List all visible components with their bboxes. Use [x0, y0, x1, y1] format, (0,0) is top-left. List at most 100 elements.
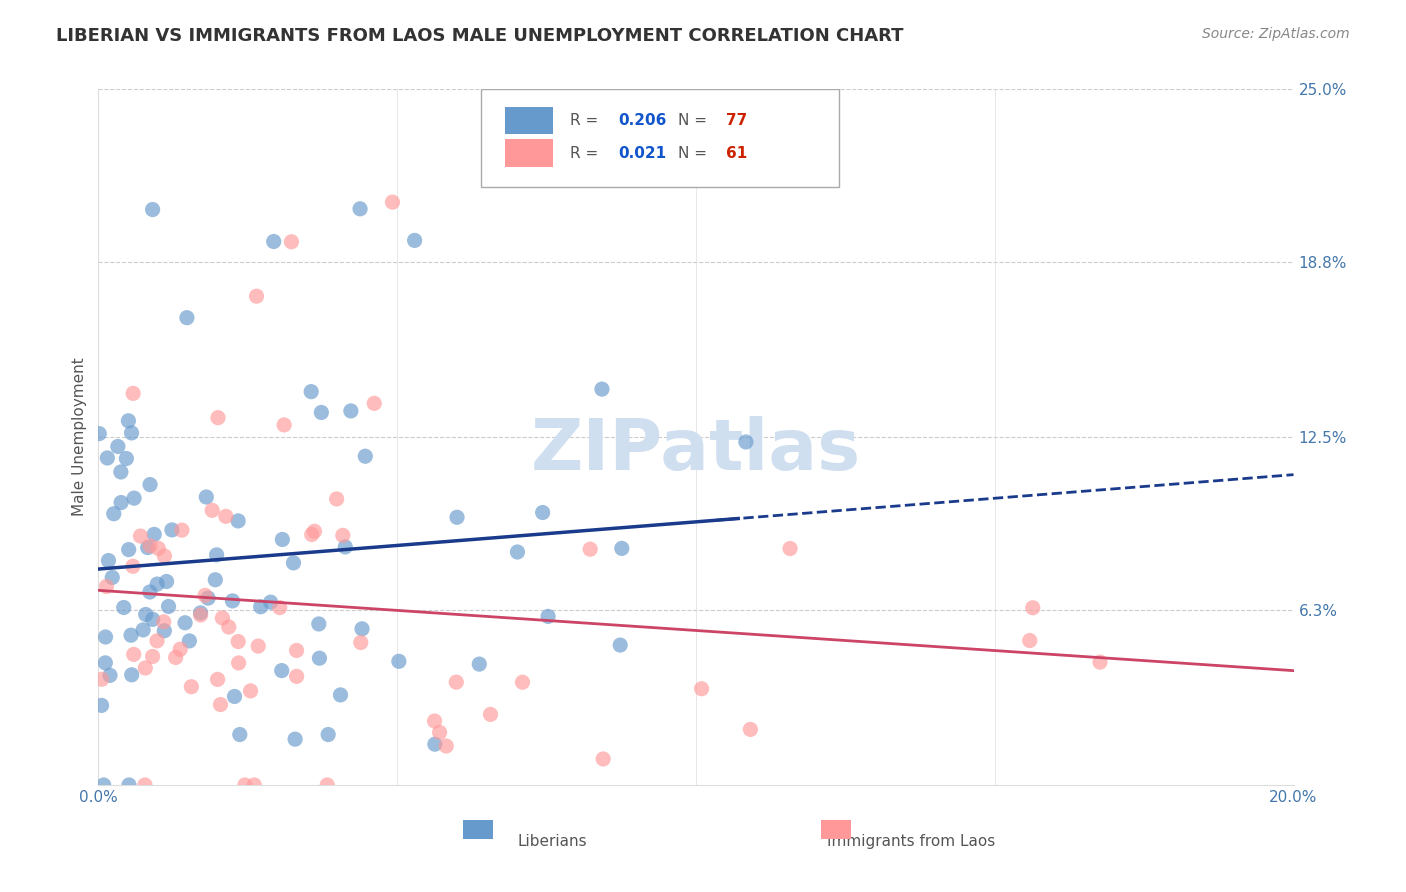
- Point: [506, 545, 529, 559]
- Point: [152, 615, 174, 629]
- Point: [98, 668, 121, 682]
- Point: [115, 451, 138, 466]
- Point: [194, 589, 217, 603]
- Point: [180, 680, 202, 694]
- Point: [103, 507, 125, 521]
- Text: R =: R =: [571, 145, 603, 161]
- Point: [129, 529, 152, 543]
- Point: [221, 594, 243, 608]
- Point: [110, 465, 132, 479]
- Point: [122, 386, 145, 401]
- Point: [89, 426, 111, 441]
- Point: [204, 573, 226, 587]
- Point: [579, 542, 602, 557]
- Point: [120, 628, 142, 642]
- Text: Liberians: Liberians: [517, 834, 588, 848]
- Point: [190, 606, 212, 620]
- Point: [423, 737, 446, 751]
- Point: [311, 405, 333, 419]
- Point: [229, 727, 252, 741]
- Point: [148, 541, 170, 556]
- Point: [96, 579, 118, 593]
- Point: [316, 727, 339, 741]
- Point: [139, 539, 162, 553]
- Point: [434, 739, 457, 753]
- Point: [143, 527, 166, 541]
- Point: [340, 404, 363, 418]
- Point: [271, 533, 294, 547]
- Point: [1018, 633, 1040, 648]
- Text: N =: N =: [678, 113, 711, 128]
- Point: [228, 656, 250, 670]
- Point: [118, 542, 141, 557]
- Point: [243, 778, 266, 792]
- Point: [197, 591, 219, 606]
- Text: Immigrants from Laos: Immigrants from Laos: [827, 834, 995, 848]
- Point: [226, 634, 249, 648]
- Point: [94, 656, 117, 670]
- Point: [169, 642, 191, 657]
- Text: ZIPatlas: ZIPatlas: [531, 417, 860, 485]
- Point: [165, 650, 187, 665]
- Point: [153, 624, 176, 638]
- Point: [468, 657, 491, 672]
- Point: [537, 609, 560, 624]
- Point: [233, 778, 256, 792]
- Point: [94, 630, 117, 644]
- Point: [280, 235, 302, 249]
- Point: [153, 549, 176, 563]
- Point: [122, 559, 145, 574]
- Point: [142, 612, 165, 626]
- Point: [335, 540, 357, 554]
- Point: [350, 635, 373, 649]
- Point: [316, 778, 339, 792]
- Text: R =: R =: [571, 113, 603, 128]
- Point: [479, 707, 502, 722]
- Text: 0.021: 0.021: [619, 145, 666, 161]
- Point: [245, 289, 267, 303]
- Point: [118, 778, 141, 792]
- Point: [332, 528, 354, 542]
- Point: [308, 616, 330, 631]
- Point: [218, 620, 240, 634]
- Point: [446, 675, 468, 690]
- Point: [174, 615, 197, 630]
- Point: [132, 623, 155, 637]
- Point: [160, 523, 183, 537]
- Point: [136, 541, 159, 555]
- Point: [304, 524, 326, 539]
- Text: Source: ZipAtlas.com: Source: ZipAtlas.com: [1202, 27, 1350, 41]
- FancyBboxPatch shape: [481, 89, 839, 186]
- Point: [146, 633, 169, 648]
- Point: [591, 382, 613, 396]
- Point: [205, 548, 228, 562]
- Point: [735, 434, 758, 449]
- Point: [135, 607, 157, 622]
- Point: [101, 570, 124, 584]
- Point: [157, 599, 180, 614]
- Point: [270, 664, 292, 678]
- Point: [609, 638, 631, 652]
- Point: [285, 643, 308, 657]
- Point: [121, 425, 143, 440]
- Point: [179, 634, 201, 648]
- Point: [90, 673, 112, 687]
- Point: [122, 491, 145, 505]
- Bar: [463, 820, 494, 839]
- Point: [190, 607, 212, 622]
- Point: [90, 698, 112, 713]
- Point: [1088, 655, 1111, 669]
- Point: [224, 690, 246, 704]
- Point: [209, 698, 232, 712]
- Point: [176, 310, 198, 325]
- Point: [429, 725, 451, 739]
- Point: [146, 577, 169, 591]
- Point: [110, 495, 132, 509]
- Point: [195, 490, 218, 504]
- Point: [155, 574, 177, 589]
- Point: [423, 714, 446, 728]
- Point: [363, 396, 385, 410]
- Point: [207, 410, 229, 425]
- Point: [325, 491, 347, 506]
- Point: [107, 440, 129, 454]
